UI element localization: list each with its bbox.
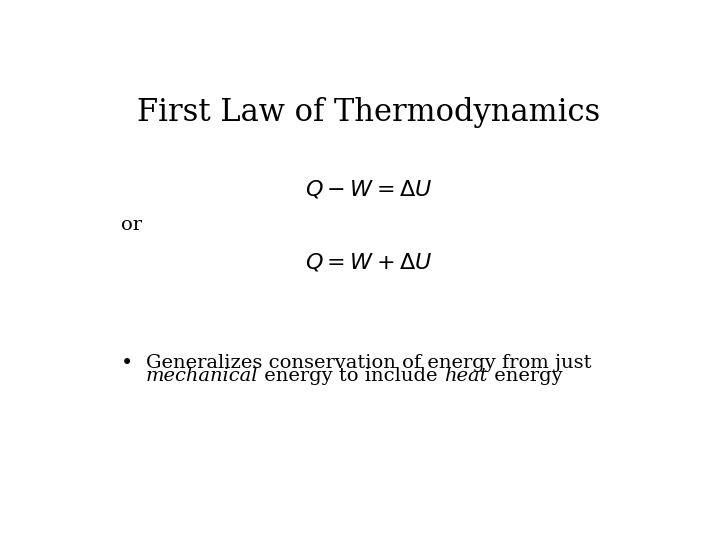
Text: Generalizes conservation of energy from just: Generalizes conservation of energy from …	[145, 354, 591, 372]
Text: mechanical: mechanical	[145, 367, 258, 384]
Text: energy: energy	[487, 367, 562, 384]
Text: •: •	[121, 354, 133, 373]
Text: $Q = W + \Delta U$: $Q = W + \Delta U$	[305, 251, 433, 273]
Text: or: or	[121, 216, 142, 234]
Text: heat: heat	[444, 367, 487, 384]
Text: energy to include: energy to include	[258, 367, 444, 384]
Text: $Q - W = \Delta U$: $Q - W = \Delta U$	[305, 179, 433, 200]
Text: First Law of Thermodynamics: First Law of Thermodynamics	[138, 97, 600, 128]
